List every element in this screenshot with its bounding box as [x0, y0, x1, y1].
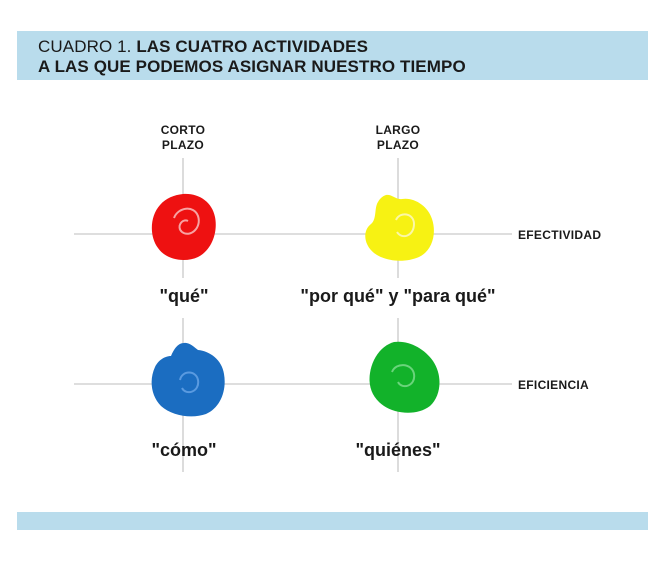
green-blob: [369, 341, 440, 413]
quadrant-label-who: "quiénes": [355, 440, 441, 460]
title-main: LAS CUATRO ACTIVIDADES: [136, 37, 369, 56]
short-term-line-1: CORTO: [160, 123, 206, 137]
short-term-line-2: PLAZO: [161, 138, 205, 152]
quadrant-label-how: "cómo": [151, 440, 217, 460]
red-blob: [151, 193, 216, 260]
quadrant-label-what: "qué": [159, 286, 209, 306]
long-term-line-2: PLAZO: [376, 138, 420, 152]
column-header-short-term: CORTO PLAZO: [133, 123, 233, 153]
row-label-effectiveness: EFECTIVIDAD: [518, 228, 602, 242]
title-band: [17, 31, 648, 80]
title-line-1: CUADRO 1. LAS CUATRO ACTIVIDADES: [38, 37, 368, 57]
quadrant-label-why: "por qué" y "para qué": [300, 286, 496, 306]
long-term-line-1: LARGO: [375, 123, 421, 137]
title-line-2: A LAS QUE PODEMOS ASIGNAR NUESTRO TIEMPO: [38, 57, 466, 76]
column-header-long-term: LARGO PLAZO: [348, 123, 448, 153]
yellow-blob: [365, 194, 434, 261]
row-label-efficiency: EFICIENCIA: [518, 378, 590, 392]
title-prefix: CUADRO 1.: [38, 37, 132, 56]
blue-blob: [151, 342, 225, 417]
bottom-band: [17, 512, 648, 530]
